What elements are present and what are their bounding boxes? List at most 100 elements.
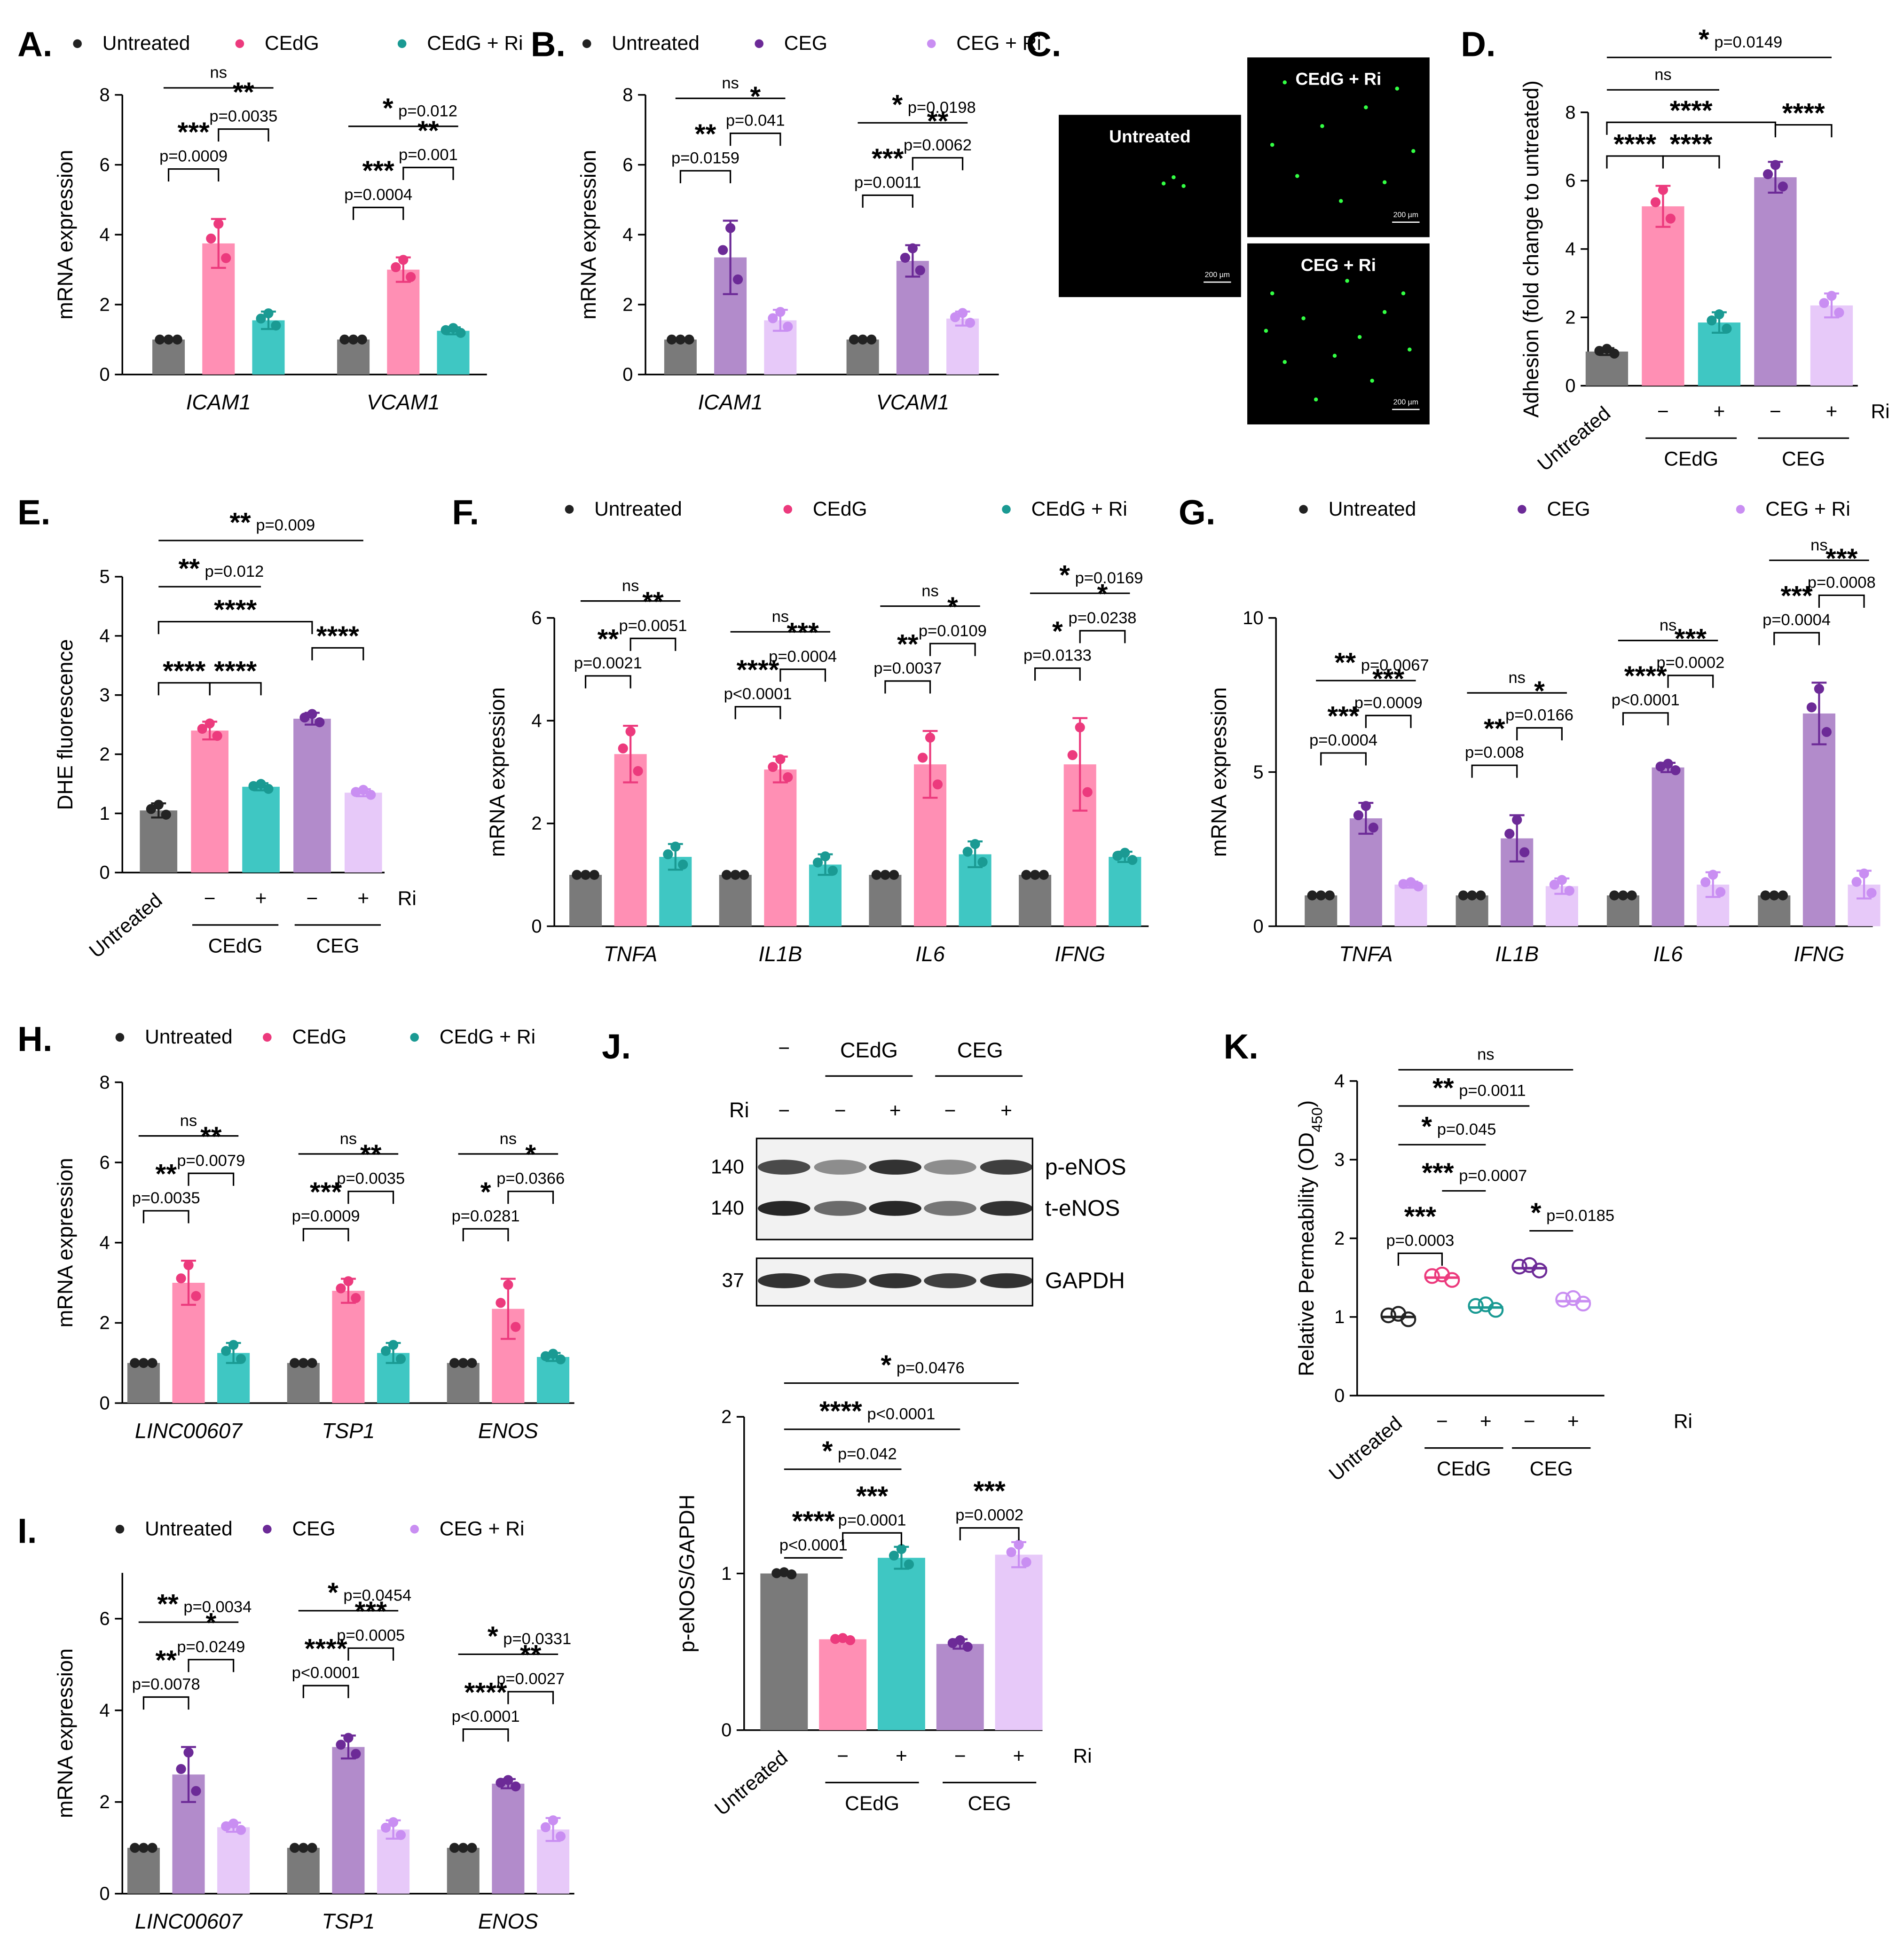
data-point — [458, 1358, 468, 1368]
x-group-label: CEdG — [208, 935, 263, 957]
bar — [764, 769, 797, 926]
significance-stars: **** — [163, 656, 205, 686]
panel-label: D. — [1461, 25, 1495, 64]
significance-label: ns — [180, 1112, 197, 1129]
p-value-label: p=0.0035 — [209, 108, 277, 125]
data-point — [183, 1747, 194, 1758]
data-point — [932, 779, 943, 790]
data-point — [663, 849, 673, 860]
data-point — [206, 233, 216, 244]
significance-bracket — [1320, 752, 1367, 766]
significance-bracket — [1365, 714, 1412, 728]
p-value-label: p=0.0009 — [292, 1207, 360, 1225]
data-point — [1814, 683, 1825, 694]
data-point — [1602, 344, 1612, 354]
significance-stars: ** — [1484, 714, 1505, 744]
panel-label: E. — [17, 493, 50, 532]
significance-bracket — [167, 168, 220, 182]
significance-stars: * — [205, 1608, 216, 1638]
micrograph-image — [1059, 115, 1241, 298]
panel-label: C. — [1026, 25, 1061, 64]
data-point — [221, 253, 231, 263]
bar — [127, 1363, 160, 1404]
panel-H: H. Untreated CEdG CEdG + Ri 0 2 4 6 8 mRNA expres… — [17, 1020, 574, 1443]
x-group-label: CEG — [316, 935, 359, 957]
y-axis-label: mRNA expression — [53, 1158, 77, 1327]
significance-stars: * — [822, 1436, 833, 1467]
data-point — [1307, 890, 1317, 901]
data-point — [147, 1843, 157, 1853]
legend-marker — [1002, 505, 1011, 514]
cell-dot — [1172, 175, 1176, 180]
significance-stars: **** — [464, 1677, 507, 1708]
significance-stars: *** — [310, 1177, 342, 1208]
y-tick-label: 8 — [622, 85, 633, 105]
significance-stars: **** — [1782, 98, 1825, 128]
significance-stars: **** — [214, 595, 257, 625]
x-group-label: CEG — [1782, 448, 1825, 471]
bar — [1019, 875, 1052, 926]
panel-label: J. — [602, 1027, 631, 1066]
blot-ri-label: Ri — [729, 1098, 749, 1122]
data-point — [1650, 197, 1661, 207]
data-point — [1067, 750, 1078, 761]
data-point — [236, 1354, 246, 1364]
x-category-label: LINC00607 — [135, 1419, 243, 1443]
x-minus-label: − — [954, 1745, 966, 1767]
panel-E: E. 0 1 2 3 4 5 DHE fluorescence Untreated − − + + Ri C… — [17, 493, 417, 962]
y-tick-label: 0 — [100, 364, 110, 385]
legend-marker — [73, 39, 82, 48]
y-tick-label: 5 — [100, 566, 110, 587]
blot-band — [814, 1273, 867, 1288]
data-point — [1618, 890, 1629, 901]
blot-membrane — [755, 1137, 1033, 1240]
cell-dot — [1314, 397, 1318, 402]
data-point — [548, 1815, 559, 1826]
data-point — [348, 334, 359, 345]
significance-stars: ** — [360, 1139, 382, 1170]
ri-label: Ri — [1871, 401, 1889, 423]
x-category-label: IFNG — [1794, 942, 1845, 966]
data-point — [678, 859, 688, 870]
data-point — [1014, 1539, 1024, 1550]
data-point — [1778, 181, 1788, 192]
bar — [946, 318, 979, 375]
significance-label: ns — [1508, 669, 1525, 687]
data-point — [555, 1354, 566, 1365]
p-value-label: p=0.012 — [205, 563, 264, 580]
x-category-label: IL1B — [758, 942, 802, 966]
significance-stars: * — [1059, 560, 1070, 591]
data-point — [1555, 1292, 1571, 1308]
data-point — [871, 870, 881, 880]
data-point — [572, 870, 582, 880]
bar — [332, 1291, 365, 1404]
data-point — [343, 1733, 354, 1743]
significance-stars: ** — [1432, 1073, 1454, 1103]
data-point — [205, 718, 215, 729]
significance-stars: * — [881, 1350, 891, 1380]
data-point — [351, 787, 361, 797]
data-point — [441, 325, 451, 335]
p-value-label: p=0.0476 — [897, 1359, 965, 1377]
y-tick-label: 10 — [1243, 608, 1263, 628]
data-point — [1075, 722, 1085, 733]
legend-item: Untreated — [145, 1518, 233, 1540]
data-point — [900, 252, 911, 263]
significance-bracket — [157, 620, 313, 635]
data-point — [213, 219, 224, 229]
blot-ri-sign: + — [889, 1100, 901, 1122]
significance-stars: *** — [974, 1476, 1006, 1506]
cell-dot — [1332, 353, 1337, 358]
data-point — [1866, 888, 1877, 898]
legend-item: CEG — [784, 32, 827, 55]
data-point — [1120, 847, 1130, 858]
y-tick-label: 4 — [622, 225, 633, 245]
blot-band — [814, 1160, 867, 1175]
significance-bracket — [929, 643, 976, 656]
y-tick-label: 0 — [721, 1720, 732, 1741]
blot-header: CEdG — [840, 1038, 898, 1062]
data-point — [496, 1298, 506, 1308]
data-point — [1549, 879, 1560, 890]
data-point — [146, 804, 156, 814]
data-point — [236, 1825, 246, 1835]
